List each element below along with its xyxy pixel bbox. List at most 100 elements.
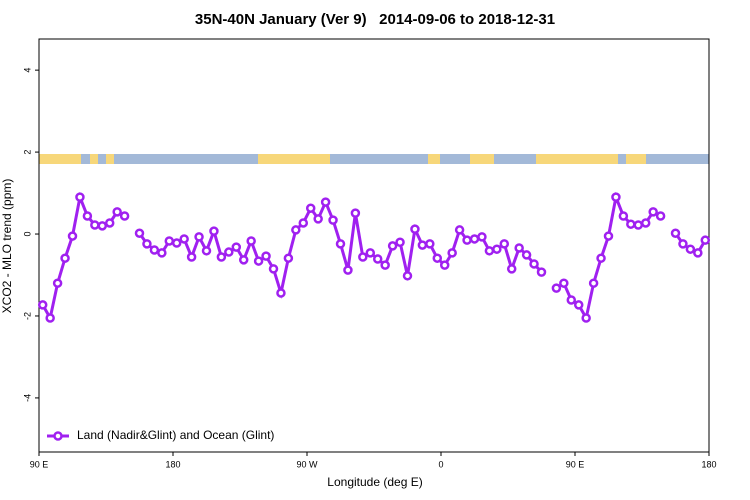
data-point: [186, 252, 197, 262]
data-point: [581, 313, 591, 323]
data-point: [216, 252, 227, 262]
data-point: [655, 211, 666, 221]
y-tick-label: -2: [22, 312, 32, 320]
x-tick-label: 90 E: [30, 459, 49, 469]
data-point: [343, 265, 353, 275]
x-axis-label: Longitude (deg E): [327, 475, 422, 489]
data-point: [261, 251, 271, 261]
x-tick-label: 180: [165, 459, 180, 469]
data-point: [492, 244, 502, 254]
data-point: [231, 242, 242, 252]
legend-marker: [53, 431, 63, 441]
data-point: [521, 250, 532, 260]
data-point: [142, 239, 152, 249]
data-point: [462, 235, 472, 245]
data-point: [626, 219, 636, 229]
data-point: [67, 231, 78, 241]
land-ocean-strip: [39, 154, 709, 164]
data-point: [305, 203, 316, 213]
data-point: [45, 313, 55, 323]
data-point: [566, 295, 577, 305]
data-point: [90, 220, 100, 230]
plot-frame: [38, 38, 710, 453]
data-point: [75, 192, 85, 202]
data-point: [372, 254, 383, 264]
data-point: [395, 237, 405, 247]
data-point: [157, 248, 167, 258]
data-point: [283, 253, 294, 263]
data-point: [611, 192, 621, 202]
legend-label: Land (Nadir&Glint) and Ocean (Glint): [77, 428, 274, 442]
data-point: [439, 260, 450, 270]
data-point: [633, 220, 644, 230]
data-point: [596, 253, 606, 263]
data-point: [678, 239, 688, 249]
data-point: [164, 236, 175, 246]
x-tick-label: 90 E: [566, 459, 585, 469]
data-point: [171, 238, 182, 248]
data-point: [693, 248, 703, 258]
data-point: [104, 218, 115, 228]
data-point: [700, 235, 711, 245]
y-tick-label: 2: [22, 150, 32, 155]
data-point: [588, 278, 599, 288]
x-tick-label: 0: [438, 459, 443, 469]
data-point: [670, 228, 681, 238]
data-point: [313, 214, 323, 224]
data-point: [618, 211, 629, 221]
data-point: [209, 226, 219, 236]
data-point: [685, 244, 696, 254]
data-point: [335, 239, 346, 249]
data-point: [112, 207, 122, 217]
data-point: [529, 259, 539, 269]
data-point: [380, 260, 390, 270]
data-point: [603, 231, 614, 241]
data-point: [499, 239, 510, 249]
x-tick-label: 90 W: [296, 459, 318, 469]
x-tick-label: 180: [701, 459, 716, 469]
data-point: [224, 247, 234, 257]
data-point: [60, 253, 70, 263]
data-point: [551, 283, 562, 293]
y-axis-label: XCO2 - MLO trend (ppm): [0, 179, 14, 314]
data-point: [648, 207, 658, 217]
data-point: [506, 264, 517, 274]
data-point: [477, 232, 487, 242]
data-point: [268, 264, 279, 274]
data-point: [238, 255, 249, 265]
data-point: [149, 245, 160, 255]
y-tick-label: 4: [22, 68, 32, 73]
data-point: [119, 211, 130, 221]
data-point: [201, 246, 212, 256]
data-point: [573, 300, 584, 310]
data-point: [179, 234, 189, 244]
data-point: [194, 232, 204, 242]
data-point: [514, 243, 524, 253]
chart-title: 35N-40N January (Ver 9) 2014-09-06 to 20…: [195, 11, 555, 28]
data-point: [82, 211, 93, 221]
data-point: [328, 215, 338, 225]
data-point: [432, 253, 443, 263]
data-point: [640, 218, 651, 228]
data-point: [291, 225, 301, 235]
data-point: [358, 252, 368, 262]
data-point: [469, 234, 480, 244]
y-tick-label: -4: [22, 394, 32, 402]
data-point: [447, 248, 457, 258]
data-point: [97, 221, 108, 231]
data-point: [484, 246, 495, 256]
data-point: [134, 228, 145, 238]
data-point: [402, 271, 413, 281]
data-point: [417, 240, 428, 250]
data-point: [425, 239, 435, 249]
data-point: [559, 278, 569, 288]
data-point: [536, 267, 547, 277]
y-tick-label: 0: [22, 232, 32, 237]
data-point: [253, 256, 264, 266]
data-point: [320, 197, 331, 207]
data-point: [276, 288, 286, 298]
data-point: [298, 218, 309, 228]
data-point: [387, 241, 398, 251]
data-point: [454, 225, 465, 235]
